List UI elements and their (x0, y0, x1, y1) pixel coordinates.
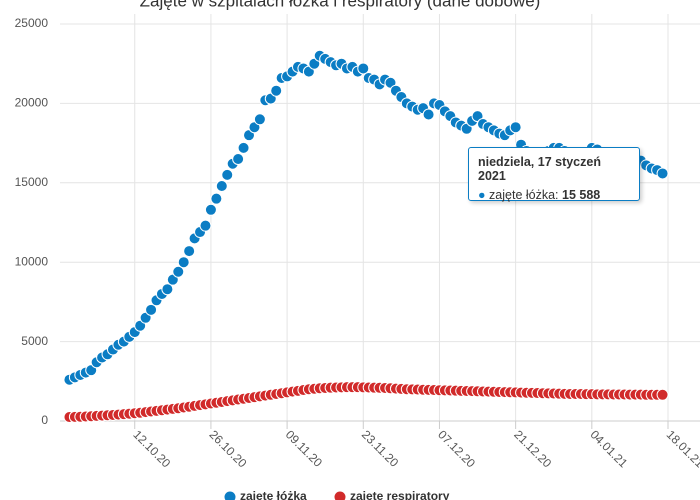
x-tick-label: 26.10.20 (207, 427, 250, 470)
legend-marker (224, 491, 236, 500)
y-tick-label: 10000 (15, 254, 49, 268)
x-tick-label: 04.01.21 (587, 427, 630, 470)
y-tick-label: 20000 (15, 96, 49, 110)
point (172, 265, 185, 278)
point (177, 256, 190, 269)
point (204, 203, 217, 216)
point (210, 192, 223, 205)
point (656, 167, 669, 180)
x-tick-label: 07.12.20 (435, 427, 478, 470)
point (215, 179, 228, 192)
point (199, 219, 212, 232)
legend-marker (334, 491, 346, 500)
point (221, 168, 234, 181)
x-tick-label: 12.10.20 (130, 427, 173, 470)
y-tick-label: 0 (41, 413, 48, 427)
tooltip-date: niedziela, 17 styczeń 2021 (478, 155, 601, 183)
point (232, 152, 245, 165)
point (270, 84, 283, 97)
point (509, 121, 522, 134)
legend-label: zajęte respiratory (350, 489, 450, 500)
tooltip-value: 15 588 (562, 188, 601, 202)
chart-title: Zajęte w szpitalach łóżka i respiratory … (140, 0, 541, 10)
point (237, 141, 250, 154)
x-tick-label: 21.12.20 (511, 427, 554, 470)
y-tick-label: 25000 (15, 16, 49, 30)
legend-label: zajęte łóżka (240, 489, 307, 500)
tooltip: niedziela, 17 styczeń 2021 ● zajęte łóżk… (468, 147, 640, 202)
point (656, 388, 669, 401)
point (145, 303, 158, 316)
point (161, 283, 174, 296)
point (253, 113, 266, 126)
x-tick-label: 23.11.20 (359, 427, 402, 470)
x-tick-label: 18.01.21 (664, 427, 700, 470)
point (357, 62, 370, 75)
tooltip-label: zajęte łóżka: (489, 188, 559, 202)
x-tick-label: 09.11.20 (283, 427, 326, 470)
point (422, 108, 435, 121)
point (183, 245, 196, 258)
y-tick-label: 15000 (15, 175, 49, 189)
y-tick-label: 5000 (21, 334, 48, 348)
